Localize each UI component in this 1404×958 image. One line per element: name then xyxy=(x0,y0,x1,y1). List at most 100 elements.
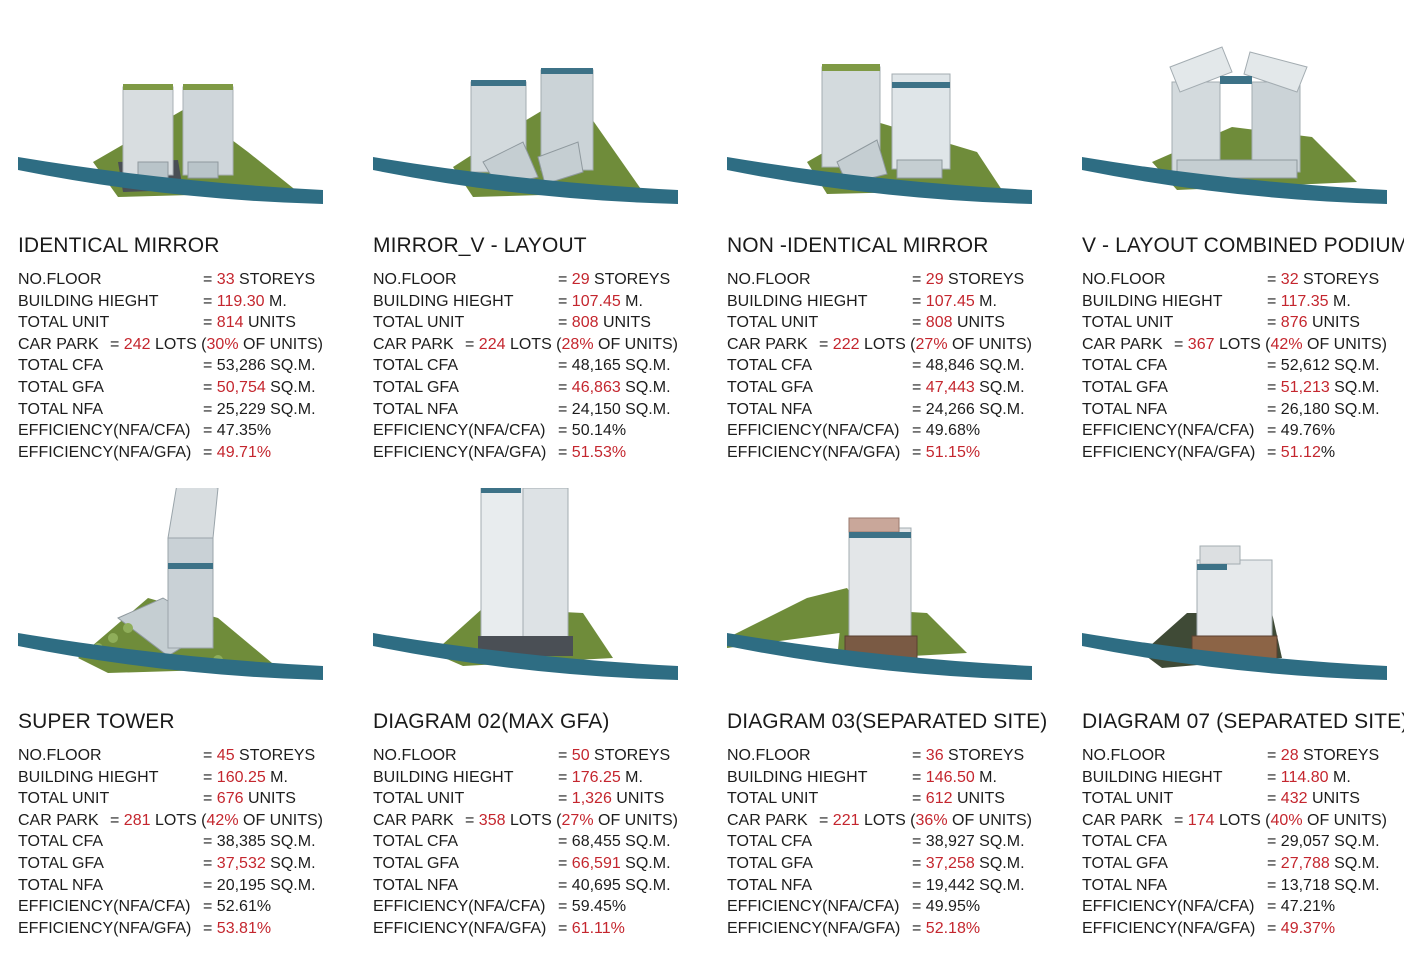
row-nfa: TOTAL NFA = 13,718 SQ.M. xyxy=(1082,876,1380,894)
row-floors: NO.FLOOR = 28 STOREYS xyxy=(1082,747,1380,764)
row-height: BUILDING HIEGHT = 107.45 M. xyxy=(373,292,643,310)
row-floors: NO.FLOOR = 50 STOREYS xyxy=(373,747,671,764)
row-cfa: TOTAL CFA = 48,846 SQ.M. xyxy=(727,357,1025,375)
row-gfa: TOTAL GFA = 37,532 SQ.M. xyxy=(18,854,316,872)
row-gfa: TOTAL GFA = 66,591 SQ.M. xyxy=(373,854,671,872)
row-units: TOTAL UNIT = 814 UNITS xyxy=(18,314,296,332)
metrics-list: NO.FLOOR = 28 STOREYS BUILDING HIEGHT = 11… xyxy=(1082,745,1404,939)
row-nfa: TOTAL NFA = 19,442 SQ.M. xyxy=(727,876,1025,894)
row-height: BUILDING HIEGHT = 114.80 M. xyxy=(1082,768,1351,786)
row-car-park: CAR PARK = 221 LOTS (36% OF UNITS) xyxy=(727,811,1032,829)
row-units: TOTAL UNIT = 808 UNITS xyxy=(373,314,651,332)
row-units: TOTAL UNIT = 1,326 UNITS xyxy=(373,790,665,808)
max-gfa-tower-icon xyxy=(373,488,683,702)
row-cfa: TOTAL CFA = 68,455 SQ.M. xyxy=(373,833,671,851)
row-nfa: TOTAL NFA = 24,266 SQ.M. xyxy=(727,400,1025,418)
row-eff-cfa: EFFICIENCY(NFA/CFA) = 52.61% xyxy=(18,898,272,916)
metrics-list: NO.FLOOR = 32 STOREYS BUILDING HIEGHT = 11… xyxy=(1082,269,1404,463)
row-units: TOTAL UNIT = 432 UNITS xyxy=(1082,790,1360,808)
row-floors: NO.FLOOR = 32 STOREYS xyxy=(1082,271,1380,288)
metrics-list: NO.FLOOR = 29 STOREYS BUILDING HIEGHT = 10… xyxy=(727,269,1077,463)
row-eff-gfa: EFFICIENCY(NFA/GFA) = 51.12% xyxy=(1082,443,1336,461)
option-card-non-identical-mirror: NON -IDENTICAL MIRROR NO.FLOOR = 29 STORE… xyxy=(727,12,1067,482)
row-eff-gfa: EFFICIENCY(NFA/GFA) = 49.37% xyxy=(1082,919,1336,937)
non-identical-towers-icon xyxy=(727,12,1037,226)
twin-towers-icon xyxy=(18,12,328,226)
separated-site-tower-icon xyxy=(727,488,1037,702)
row-cfa: TOTAL CFA = 52,612 SQ.M. xyxy=(1082,357,1380,375)
row-eff-cfa: EFFICIENCY(NFA/CFA) = 47.35% xyxy=(18,422,272,440)
row-height: BUILDING HIEGHT = 160.25 M. xyxy=(18,768,288,786)
row-eff-gfa: EFFICIENCY(NFA/GFA) = 53.81% xyxy=(18,919,272,937)
separated-site-block-icon xyxy=(1082,488,1392,702)
row-nfa: TOTAL NFA = 40,695 SQ.M. xyxy=(373,876,671,894)
metrics-list: NO.FLOOR = 36 STOREYS BUILDING HIEGHT = 14… xyxy=(727,745,1077,939)
row-eff-gfa: EFFICIENCY(NFA/GFA) = 51.53% xyxy=(373,443,627,461)
metrics-list: NO.FLOOR = 29 STOREYS BUILDING HIEGHT = 10… xyxy=(373,269,723,463)
row-floors: NO.FLOOR = 33 STOREYS xyxy=(18,271,316,288)
row-units: TOTAL UNIT = 808 UNITS xyxy=(727,314,1005,332)
option-title: IDENTICAL MIRROR xyxy=(18,234,220,257)
row-cfa: TOTAL CFA = 53,286 SQ.M. xyxy=(18,357,316,375)
row-eff-cfa: EFFICIENCY(NFA/CFA) = 59.45% xyxy=(373,898,627,916)
row-car-park: CAR PARK = 224 LOTS (28% OF UNITS) xyxy=(373,335,678,353)
row-gfa: TOTAL GFA = 51,213 SQ.M. xyxy=(1082,378,1380,396)
row-car-park: CAR PARK = 281 LOTS (42% OF UNITS) xyxy=(18,811,323,829)
option-title: DIAGRAM 03(SEPARATED SITE) xyxy=(727,710,1048,733)
metrics-list: NO.FLOOR = 50 STOREYS BUILDING HIEGHT = 17… xyxy=(373,745,723,939)
option-title: V - LAYOUT COMBINED PODIUM xyxy=(1082,234,1404,257)
row-floors: NO.FLOOR = 29 STOREYS xyxy=(373,271,671,288)
v-layout-towers-icon xyxy=(373,12,683,226)
row-eff-cfa: EFFICIENCY(NFA/CFA) = 49.95% xyxy=(727,898,981,916)
row-gfa: TOTAL GFA = 37,258 SQ.M. xyxy=(727,854,1025,872)
row-eff-gfa: EFFICIENCY(NFA/GFA) = 52.18% xyxy=(727,919,981,937)
row-height: BUILDING HIEGHT = 119.30 M. xyxy=(18,292,287,310)
metrics-list: NO.FLOOR = 45 STOREYS BUILDING HIEGHT = 16… xyxy=(18,745,368,939)
row-car-park: CAR PARK = 174 LOTS (40% OF UNITS) xyxy=(1082,811,1387,829)
row-height: BUILDING HIEGHT = 107.45 M. xyxy=(727,292,997,310)
row-height: BUILDING HIEGHT = 146.50 M. xyxy=(727,768,997,786)
option-card-mirror-v-layout: MIRROR_V - LAYOUT NO.FLOOR = 29 STOREYS B… xyxy=(373,12,713,482)
row-cfa: TOTAL CFA = 29,057 SQ.M. xyxy=(1082,833,1380,851)
row-height: BUILDING HIEGHT = 176.25 M. xyxy=(373,768,643,786)
row-cfa: TOTAL CFA = 48,165 SQ.M. xyxy=(373,357,671,375)
row-cfa: TOTAL CFA = 38,385 SQ.M. xyxy=(18,833,316,851)
row-gfa: TOTAL GFA = 50,754 SQ.M. xyxy=(18,378,316,396)
row-nfa: TOTAL NFA = 20,195 SQ.M. xyxy=(18,876,316,894)
row-gfa: TOTAL GFA = 27,788 SQ.M. xyxy=(1082,854,1380,872)
row-eff-gfa: EFFICIENCY(NFA/GFA) = 51.15% xyxy=(727,443,981,461)
option-card-diagram-03: DIAGRAM 03(SEPARATED SITE) NO.FLOOR = 36 … xyxy=(727,488,1067,958)
row-cfa: TOTAL CFA = 38,927 SQ.M. xyxy=(727,833,1025,851)
metrics-list: NO.FLOOR = 33 STOREYS BUILDING HIEGHT = 11… xyxy=(18,269,368,463)
option-title: SUPER TOWER xyxy=(18,710,175,733)
option-title: MIRROR_V - LAYOUT xyxy=(373,234,587,257)
option-title: NON -IDENTICAL MIRROR xyxy=(727,234,989,257)
row-units: TOTAL UNIT = 876 UNITS xyxy=(1082,314,1360,332)
row-nfa: TOTAL NFA = 24,150 SQ.M. xyxy=(373,400,671,418)
row-eff-gfa: EFFICIENCY(NFA/GFA) = 49.71% xyxy=(18,443,272,461)
row-eff-cfa: EFFICIENCY(NFA/CFA) = 49.76% xyxy=(1082,422,1336,440)
option-card-super-tower: SUPER TOWER NO.FLOOR = 45 STOREYS BUILDIN… xyxy=(18,488,358,958)
row-floors: NO.FLOOR = 45 STOREYS xyxy=(18,747,316,764)
combined-podium-icon xyxy=(1082,12,1392,226)
row-units: TOTAL UNIT = 676 UNITS xyxy=(18,790,296,808)
row-nfa: TOTAL NFA = 26,180 SQ.M. xyxy=(1082,400,1380,418)
option-title: DIAGRAM 02(MAX GFA) xyxy=(373,710,610,733)
option-card-diagram-07: DIAGRAM 07 (SEPARATED SITE) NO.FLOOR = 28… xyxy=(1082,488,1404,958)
row-car-park: CAR PARK = 242 LOTS (30% OF UNITS) xyxy=(18,335,323,353)
row-eff-cfa: EFFICIENCY(NFA/CFA) = 50.14% xyxy=(373,422,627,440)
row-car-park: CAR PARK = 367 LOTS (42% OF UNITS) xyxy=(1082,335,1387,353)
option-card-v-layout-combined-podium: V - LAYOUT COMBINED PODIUM NO.FLOOR = 32 … xyxy=(1082,12,1404,482)
option-card-diagram-02: DIAGRAM 02(MAX GFA) NO.FLOOR = 50 STOREYS… xyxy=(373,488,713,958)
option-card-identical-mirror: IDENTICAL MIRROR NO.FLOOR = 33 STOREYS BU… xyxy=(18,12,358,482)
row-nfa: TOTAL NFA = 25,229 SQ.M. xyxy=(18,400,316,418)
row-floors: NO.FLOOR = 29 STOREYS xyxy=(727,271,1025,288)
row-gfa: TOTAL GFA = 47,443 SQ.M. xyxy=(727,378,1025,396)
super-tower-icon xyxy=(18,488,328,702)
option-title: DIAGRAM 07 (SEPARATED SITE) xyxy=(1082,710,1404,733)
row-gfa: TOTAL GFA = 46,863 SQ.M. xyxy=(373,378,671,396)
row-floors: NO.FLOOR = 36 STOREYS xyxy=(727,747,1025,764)
row-eff-cfa: EFFICIENCY(NFA/CFA) = 49.68% xyxy=(727,422,981,440)
row-units: TOTAL UNIT = 612 UNITS xyxy=(727,790,1005,808)
row-car-park: CAR PARK = 358 LOTS (27% OF UNITS) xyxy=(373,811,678,829)
